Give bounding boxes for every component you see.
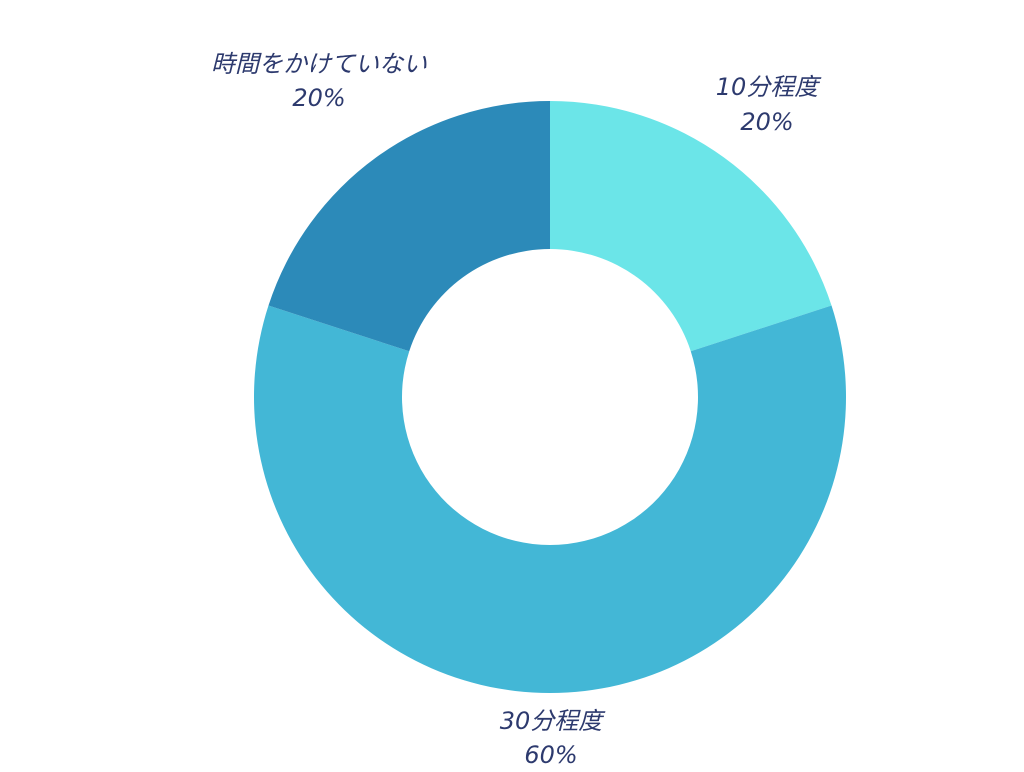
labels-layer: 10分程度 20% 30分程度 60% 時間をかけていない 20% — [211, 50, 823, 769]
slice-2 — [253, 305, 846, 693]
slice-3 — [268, 101, 550, 352]
slice-label-1: 10分程度 — [716, 73, 823, 101]
slice-percent-1: 20% — [740, 108, 793, 136]
slice-label-3: 時間をかけていない — [211, 50, 427, 78]
slice-percent-3: 20% — [292, 84, 345, 112]
slice-label-2: 30分程度 — [500, 707, 607, 735]
slices-layer — [253, 101, 846, 693]
slice-1 — [550, 101, 832, 352]
slice-percent-2: 60% — [524, 741, 577, 768]
